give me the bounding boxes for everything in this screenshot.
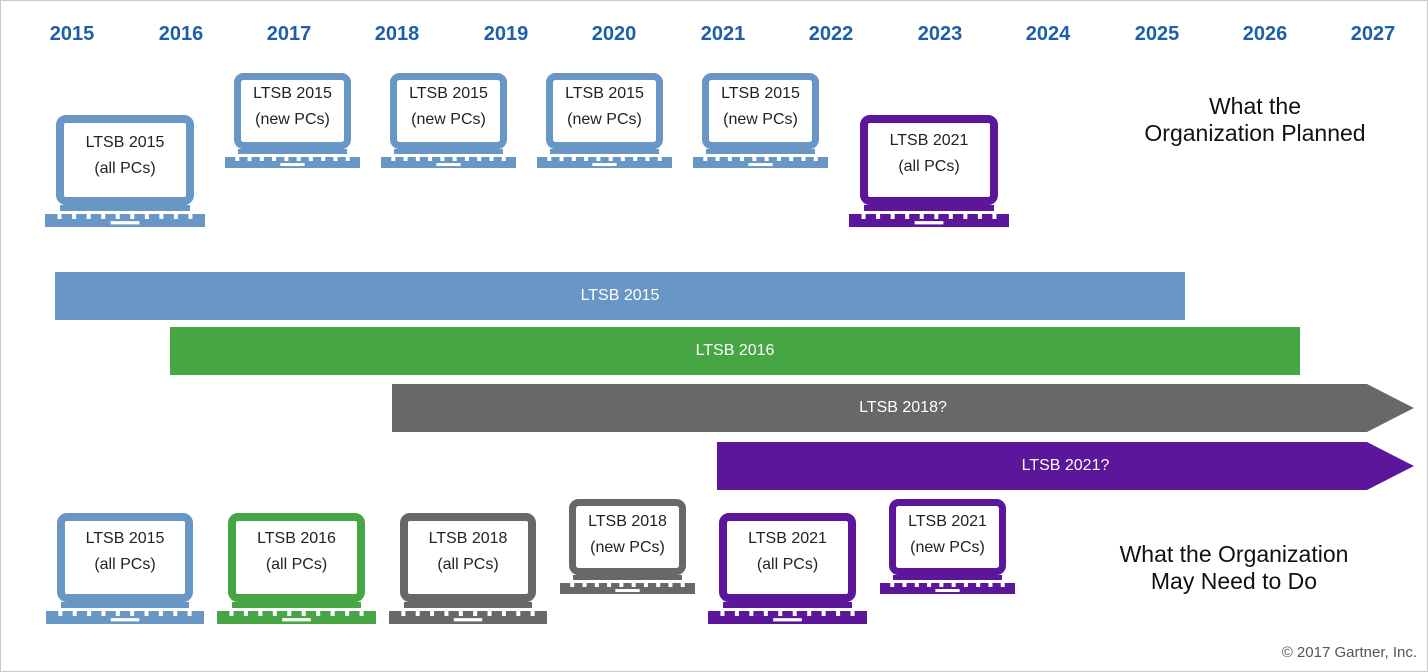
support-bar-label: LTSB 2016 — [695, 342, 775, 359]
laptop-outline — [381, 73, 516, 168]
support-bar-ltsb-2015: LTSB 2015 — [55, 272, 1185, 320]
laptop-version-label: LTSB 2018 — [588, 513, 667, 530]
year-label: 2016 — [158, 23, 204, 45]
support-bar-ltsb-2021: LTSB 2021? — [717, 442, 1414, 490]
laptop-scope-label: (all PCs) — [756, 556, 819, 573]
support-bar-shape — [717, 442, 1414, 490]
support-bar-label: LTSB 2018? — [859, 399, 947, 416]
laptop-scope-label: (all PCs) — [898, 158, 960, 175]
laptop-version-label: LTSB 2018 — [428, 530, 508, 547]
needed-caption-line2: May Need to Do — [1150, 568, 1318, 594]
laptop-scope-label: (all PCs) — [437, 556, 499, 573]
year-label: 2017 — [266, 23, 312, 45]
planned-caption-line2: Organization Planned — [1144, 120, 1366, 146]
laptop-version-label: LTSB 2021 — [748, 530, 827, 547]
laptop-icon: LTSB 2015 (all PCs) — [46, 513, 204, 624]
year-label: 2027 — [1350, 23, 1396, 45]
needed-caption-line1: What the Organization — [1119, 541, 1349, 567]
planned-caption-line1: What the — [1208, 93, 1302, 119]
laptop-icon: LTSB 2021 (all PCs) — [708, 513, 867, 624]
year-label: 2021 — [700, 23, 746, 45]
laptop-version-label: LTSB 2015 — [253, 85, 332, 102]
laptop-scope-label: (new PCs) — [255, 111, 330, 128]
laptop-icon: LTSB 2015 (new PCs) — [225, 73, 360, 168]
laptop-icon: LTSB 2015 (new PCs) — [537, 73, 672, 168]
laptop-version-label: LTSB 2015 — [409, 85, 488, 102]
laptop-version-label: LTSB 2016 — [257, 530, 336, 547]
year-label: 2022 — [808, 23, 854, 45]
laptop-outline — [537, 73, 672, 168]
laptop-outline — [849, 115, 1009, 227]
laptop-scope-label: (new PCs) — [567, 111, 642, 128]
year-label: 2026 — [1242, 23, 1288, 45]
laptop-outline — [45, 115, 205, 227]
support-bar-shape — [170, 327, 1300, 375]
laptop-scope-label: (new PCs) — [910, 539, 985, 556]
laptop-icon: LTSB 2015 (new PCs) — [381, 73, 516, 168]
laptop-version-label: LTSB 2015 — [565, 85, 644, 102]
laptop-scope-label: (new PCs) — [590, 539, 665, 556]
laptop-icon: LTSB 2018 (all PCs) — [389, 513, 547, 624]
laptop-version-label: LTSB 2021 — [889, 132, 969, 149]
year-label: 2023 — [917, 23, 963, 45]
laptop-icon: LTSB 2021 (all PCs) — [849, 115, 1009, 227]
support-bar-label: LTSB 2015 — [580, 287, 660, 304]
support-bar-shape — [392, 384, 1414, 432]
needed-caption: What the Organization May Need to Do — [1084, 541, 1384, 595]
laptop-icon: LTSB 2021 (new PCs) — [880, 499, 1015, 594]
year-label: 2019 — [483, 23, 529, 45]
year-label: 2015 — [49, 23, 95, 45]
laptop-version-label: LTSB 2015 — [85, 134, 165, 151]
laptop-outline — [880, 499, 1015, 594]
year-label: 2018 — [374, 23, 420, 45]
laptop-outline — [389, 513, 547, 624]
laptop-scope-label: (all PCs) — [265, 556, 328, 573]
laptop-outline — [693, 73, 828, 168]
laptop-scope-label: (all PCs) — [94, 160, 156, 177]
laptop-outline — [46, 513, 204, 624]
planned-caption: What the Organization Planned — [1105, 93, 1405, 147]
laptop-outline — [217, 513, 376, 624]
copyright-notice: © 2017 Gartner, Inc. — [1281, 644, 1417, 661]
support-bar-ltsb-2018: LTSB 2018? — [392, 384, 1414, 432]
laptop-icon: LTSB 2015 (all PCs) — [45, 115, 205, 227]
laptop-icon: LTSB 2018 (new PCs) — [560, 499, 695, 594]
support-bar-ltsb-2016: LTSB 2016 — [170, 327, 1300, 375]
laptop-icon: LTSB 2015 (new PCs) — [693, 73, 828, 168]
laptop-outline — [225, 73, 360, 168]
laptop-version-label: LTSB 2021 — [908, 513, 987, 530]
laptop-version-label: LTSB 2015 — [85, 530, 165, 547]
support-bar-shape — [55, 272, 1185, 320]
laptop-scope-label: (new PCs) — [723, 111, 798, 128]
laptop-outline — [560, 499, 695, 594]
laptop-icon: LTSB 2016 (all PCs) — [217, 513, 376, 624]
laptop-version-label: LTSB 2015 — [721, 85, 800, 102]
laptop-scope-label: (all PCs) — [94, 556, 156, 573]
year-label: 2020 — [591, 23, 637, 45]
year-label: 2024 — [1025, 23, 1071, 45]
laptop-outline — [708, 513, 867, 624]
support-bar-label: LTSB 2021? — [1021, 457, 1110, 474]
year-label: 2025 — [1134, 23, 1180, 45]
laptop-scope-label: (new PCs) — [411, 111, 486, 128]
